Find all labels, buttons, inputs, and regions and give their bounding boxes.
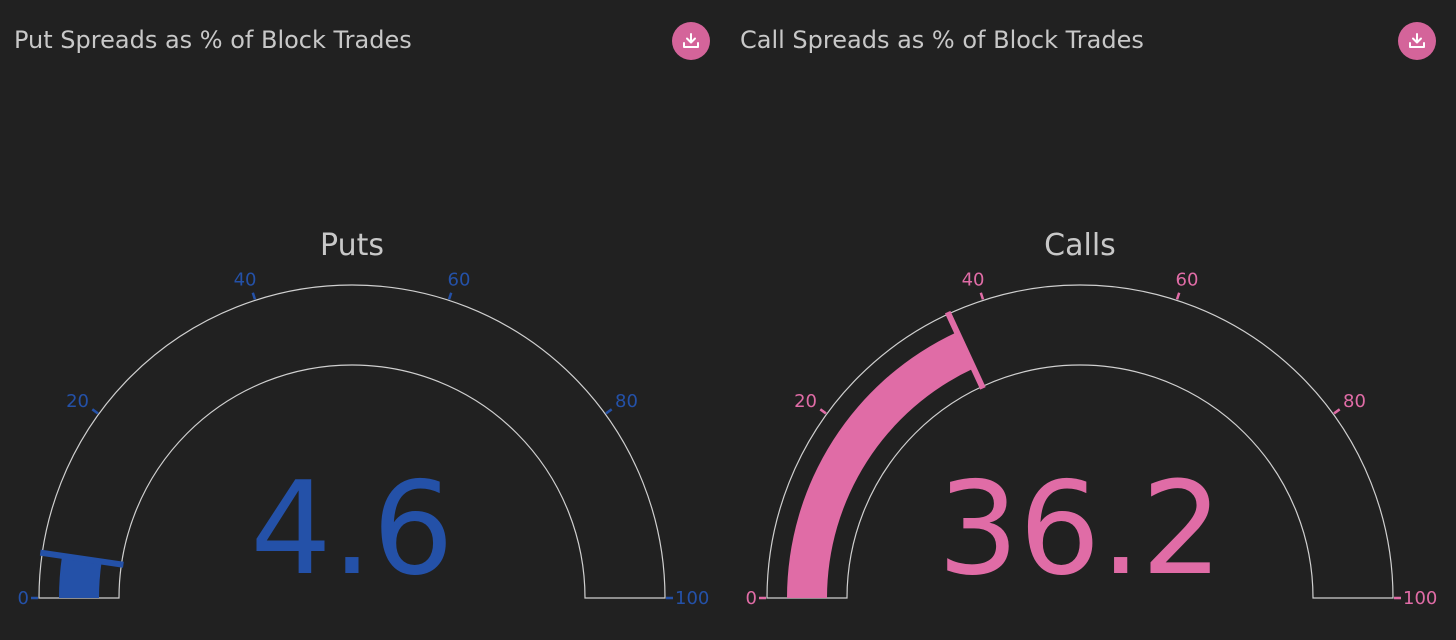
gauge-tick-mark <box>819 408 827 415</box>
gauge-tick-label: 60 <box>448 269 471 290</box>
calls-gauge: Calls 0 20 40 60 80 100 36.2 <box>746 228 1438 609</box>
gauge-tick-label: 20 <box>794 391 817 412</box>
gauge-tick-label: 20 <box>66 391 89 412</box>
gauge-threshold-marker <box>39 549 124 568</box>
gauge-tick-label: 60 <box>1176 269 1199 290</box>
download-icon <box>1409 33 1425 48</box>
gauge-tick-mark <box>91 408 99 415</box>
calls-panel: Call Spreads as % of Block Trades Calls … <box>728 0 1456 640</box>
gauge-tick-label: 100 <box>675 588 709 609</box>
gauge-tick-label: 80 <box>615 391 638 412</box>
gauge-value: 36.2 <box>938 455 1223 604</box>
download-button[interactable] <box>672 22 710 60</box>
gauge-tick-mark <box>251 292 257 300</box>
gauge-tick-label: 0 <box>746 588 757 609</box>
gauge-outline <box>766 284 1394 599</box>
gauge-tick-mark <box>1175 292 1181 300</box>
download-icon <box>683 33 699 48</box>
puts-gauge: Puts 0 20 40 60 80 100 4.6 <box>18 228 710 609</box>
download-button[interactable] <box>1398 22 1436 60</box>
gauge-tick-mark <box>979 292 985 300</box>
gauge-title: Puts <box>320 228 384 263</box>
gauge-tick-mark <box>447 292 453 300</box>
gauge-ticks: 0 20 40 60 80 100 <box>18 269 710 609</box>
gauge-tick-label: 40 <box>962 269 985 290</box>
gauge-tick-label: 100 <box>1403 588 1437 609</box>
gauge-ticks: 0 20 40 60 80 100 <box>746 269 1438 609</box>
gauge-tick-mark <box>605 408 613 415</box>
gauge-value: 4.6 <box>250 455 454 604</box>
gauge-threshold-marker <box>944 310 986 390</box>
gauge-tick-label: 80 <box>1343 391 1366 412</box>
gauge-value-bar <box>787 332 974 598</box>
panel-title: Put Spreads as % of Block Trades <box>14 26 412 54</box>
gauge-tick-mark <box>1333 408 1341 415</box>
gauge-outline <box>38 284 666 599</box>
gauge-tick-label: 0 <box>18 588 29 609</box>
gauge-value-bar <box>59 555 102 598</box>
panel-title: Call Spreads as % of Block Trades <box>740 26 1144 54</box>
puts-panel: Put Spreads as % of Block Trades Puts 0 2… <box>14 22 710 609</box>
gauge-tick-label: 40 <box>234 269 257 290</box>
gauge-title: Calls <box>1044 228 1116 263</box>
